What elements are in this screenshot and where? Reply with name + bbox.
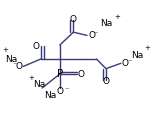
Text: ⁻: ⁻ — [12, 60, 17, 69]
Text: O: O — [56, 87, 63, 96]
Text: O: O — [77, 70, 84, 78]
Text: +: + — [3, 47, 8, 53]
Text: Na: Na — [131, 51, 143, 60]
Text: ⁻: ⁻ — [94, 29, 98, 38]
Text: O: O — [88, 31, 95, 40]
Text: +: + — [28, 75, 34, 81]
Text: O: O — [103, 77, 110, 86]
Text: ⁻: ⁻ — [128, 57, 132, 66]
Text: P: P — [57, 69, 63, 79]
Text: O: O — [32, 42, 40, 51]
Text: +: + — [114, 14, 120, 20]
Text: ⁻: ⁻ — [64, 85, 69, 94]
Text: Na: Na — [100, 19, 112, 28]
Text: O: O — [16, 62, 23, 71]
Text: Na: Na — [5, 55, 17, 63]
Text: Na: Na — [33, 80, 45, 89]
Text: +: + — [144, 45, 150, 51]
Text: O: O — [70, 15, 77, 24]
Text: O: O — [121, 59, 128, 68]
Text: Na: Na — [44, 91, 56, 100]
